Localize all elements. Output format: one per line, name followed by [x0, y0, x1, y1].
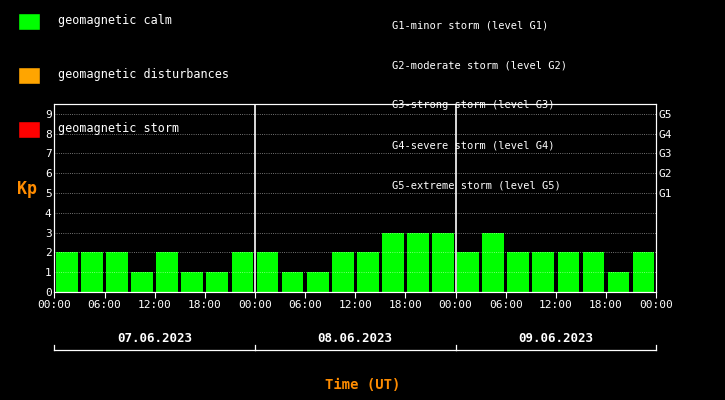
Text: G5-extreme storm (level G5): G5-extreme storm (level G5): [392, 180, 560, 190]
Bar: [482, 233, 504, 292]
Bar: [633, 252, 655, 292]
Text: 07.06.2023: 07.06.2023: [117, 332, 192, 345]
Bar: [131, 272, 153, 292]
Bar: [382, 233, 404, 292]
Bar: [432, 233, 454, 292]
Text: Time (UT): Time (UT): [325, 378, 400, 392]
Text: G2-moderate storm (level G2): G2-moderate storm (level G2): [392, 60, 566, 70]
Y-axis label: Kp: Kp: [17, 180, 37, 198]
Bar: [157, 252, 178, 292]
Bar: [307, 272, 328, 292]
Bar: [558, 252, 579, 292]
Text: G1-minor storm (level G1): G1-minor storm (level G1): [392, 20, 548, 30]
Bar: [257, 252, 278, 292]
Text: G3-strong storm (level G3): G3-strong storm (level G3): [392, 100, 554, 110]
Text: geomagnetic storm: geomagnetic storm: [58, 122, 179, 135]
Bar: [231, 252, 253, 292]
Bar: [507, 252, 529, 292]
Text: 08.06.2023: 08.06.2023: [318, 332, 393, 345]
Bar: [181, 272, 203, 292]
Bar: [332, 252, 354, 292]
Bar: [56, 252, 78, 292]
Bar: [457, 252, 479, 292]
Bar: [583, 252, 605, 292]
Bar: [608, 272, 629, 292]
Text: geomagnetic calm: geomagnetic calm: [58, 14, 172, 27]
Bar: [407, 233, 428, 292]
Bar: [207, 272, 228, 292]
Bar: [81, 252, 103, 292]
Bar: [106, 252, 128, 292]
Text: 09.06.2023: 09.06.2023: [518, 332, 593, 345]
Text: G4-severe storm (level G4): G4-severe storm (level G4): [392, 140, 554, 150]
Bar: [357, 252, 378, 292]
Bar: [282, 272, 304, 292]
Bar: [532, 252, 554, 292]
Text: geomagnetic disturbances: geomagnetic disturbances: [58, 68, 229, 81]
